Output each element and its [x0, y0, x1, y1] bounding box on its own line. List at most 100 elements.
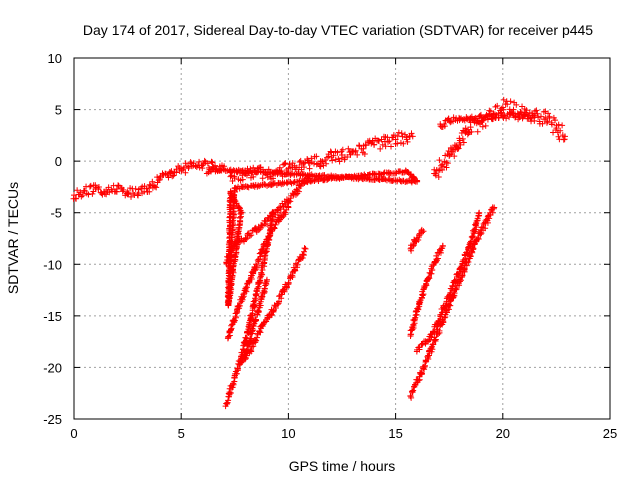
data-point	[409, 133, 416, 140]
data-point-sample	[537, 113, 544, 120]
data-point-sample	[192, 162, 199, 169]
y-tick-label: -20	[43, 360, 62, 375]
data-point-sample	[438, 162, 445, 169]
data-point-sample	[173, 166, 180, 173]
data-point-sample	[388, 143, 395, 150]
data-point-sample	[435, 174, 442, 181]
data-point-sample	[86, 183, 93, 190]
data-point-sample	[410, 243, 417, 250]
data-point-sample	[301, 245, 308, 252]
data-point-sample	[457, 277, 464, 284]
data-point-sample	[477, 111, 484, 118]
y-tick-label: -5	[50, 206, 62, 221]
data-point-sample	[79, 192, 86, 199]
data-point-sample	[425, 274, 432, 281]
data-point-sample	[430, 328, 437, 335]
data-point-sample	[201, 157, 208, 164]
data-point	[285, 204, 292, 211]
data-point-sample	[485, 112, 492, 119]
data-point-sample	[209, 159, 216, 166]
data-point-sample	[473, 220, 480, 227]
data-point-sample	[291, 267, 298, 274]
data-point-sample	[227, 166, 234, 173]
data-point-sample	[204, 160, 211, 167]
data-point-sample	[267, 224, 274, 231]
plot-frame	[73, 57, 611, 420]
data-point-sample	[460, 139, 467, 146]
data-point-sample	[421, 362, 428, 369]
data-point-sample	[404, 138, 411, 145]
data-point-sample	[377, 145, 384, 152]
data-point-sample	[415, 377, 422, 384]
data-point	[203, 170, 210, 177]
data-point-sample	[382, 143, 389, 150]
data-point-sample	[513, 101, 520, 108]
data-point-sample	[246, 233, 253, 240]
data-point-sample	[237, 213, 244, 220]
data-point-sample	[74, 187, 81, 194]
data-point-sample	[407, 332, 414, 339]
data-point-sample	[132, 185, 139, 192]
data-point-sample	[494, 102, 501, 109]
data-point-sample	[474, 234, 481, 241]
data-point-sample	[245, 340, 252, 347]
data-point-sample	[363, 142, 370, 149]
data-point-sample	[143, 185, 150, 192]
series-scatter-isolated	[203, 165, 421, 309]
x-tick-label: 10	[281, 426, 295, 441]
data-point-sample	[416, 376, 423, 383]
data-point-sample	[128, 193, 135, 200]
data-point-sample	[246, 338, 253, 345]
data-point-sample	[313, 153, 320, 160]
data-point-sample	[439, 166, 446, 173]
data-point-sample	[199, 165, 206, 172]
data-point-sample	[252, 316, 259, 323]
data-point-sample	[252, 339, 259, 346]
data-point-sample	[446, 151, 453, 158]
data-point-sample	[95, 184, 102, 191]
data-point-sample	[486, 215, 493, 222]
data-point-sample	[257, 302, 264, 309]
data-point-sample	[474, 128, 481, 135]
data-point-sample	[451, 153, 458, 160]
data-point-sample	[429, 266, 436, 273]
data-point-sample	[317, 163, 324, 170]
data-point-sample	[462, 255, 469, 262]
data-point-sample	[196, 158, 203, 165]
data-point-sample	[533, 107, 540, 114]
data-point-sample	[292, 191, 299, 198]
data-point-sample	[384, 138, 391, 145]
data-point-sample	[478, 224, 485, 231]
data-point-sample	[341, 156, 348, 163]
data-point-sample	[454, 146, 461, 153]
data-point-sample	[234, 308, 241, 315]
data-point-sample	[409, 326, 416, 333]
data-point-sample	[500, 96, 507, 103]
data-point-sample	[250, 173, 257, 180]
data-point-sample	[483, 216, 490, 223]
data-point-sample	[339, 146, 346, 153]
data-point-sample	[169, 173, 176, 180]
data-point-sample	[415, 306, 422, 313]
series-arc-afternoon-d	[407, 226, 427, 254]
data-point-sample	[149, 178, 156, 185]
data-point-sample	[278, 291, 285, 298]
x-tick-label: 15	[388, 426, 402, 441]
data-point-sample	[464, 246, 471, 253]
data-point-sample	[248, 232, 255, 239]
data-point-sample	[286, 161, 293, 168]
data-point-sample	[379, 141, 386, 148]
data-point-sample	[228, 322, 235, 329]
data-point-sample	[403, 136, 410, 143]
data-point-sample	[352, 147, 359, 154]
data-point-sample	[415, 237, 422, 244]
data-point-sample	[280, 181, 287, 188]
series-upper-band-late	[437, 109, 538, 131]
y-tick-label: -25	[43, 412, 62, 427]
series-baseline-early	[70, 157, 228, 202]
data-point-sample	[119, 188, 126, 195]
data-point-sample	[269, 209, 276, 216]
data-point-sample	[344, 154, 351, 161]
data-point-sample	[323, 160, 330, 167]
data-point-sample	[180, 166, 187, 173]
